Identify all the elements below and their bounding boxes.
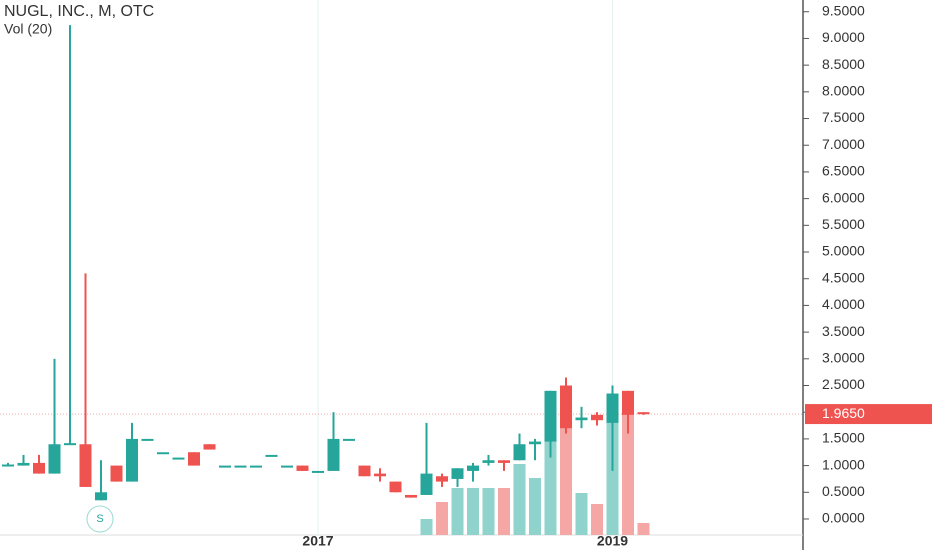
volume-bar <box>513 464 526 535</box>
candle-body <box>374 473 386 477</box>
candle-body <box>544 390 557 442</box>
candle-body <box>79 444 92 487</box>
candle-body <box>141 438 154 441</box>
candle-body <box>482 460 495 463</box>
candle-body <box>126 438 138 482</box>
volume-bar <box>451 488 464 535</box>
candle-body <box>560 385 572 429</box>
candle-body <box>203 444 216 450</box>
y-tick-label: 3.0000 <box>822 350 865 366</box>
y-tick-label: 8.5000 <box>822 56 865 72</box>
candle-body <box>281 465 293 468</box>
y-tick-label: 1.0000 <box>822 456 865 472</box>
candle-body <box>622 390 634 415</box>
candle-body <box>467 465 479 471</box>
y-tick-label: 3.5000 <box>822 323 865 339</box>
last-price-label: 1.9650 <box>822 405 865 421</box>
candle-body <box>33 462 45 474</box>
candle-body <box>343 438 355 441</box>
volume-label: Vol (20) <box>4 21 52 37</box>
volume-bar <box>575 493 588 535</box>
candle-body <box>2 464 14 467</box>
volume-bar <box>467 488 479 535</box>
y-tick-label: 5.0000 <box>822 243 865 259</box>
y-tick-label: 7.5000 <box>822 109 865 125</box>
y-tick-label: 0.5000 <box>822 483 865 499</box>
candle-body <box>234 465 247 468</box>
candle-body <box>420 473 433 495</box>
y-tick-label: 0.0000 <box>822 510 865 526</box>
volume-bar <box>482 488 495 535</box>
candle-body <box>188 452 200 466</box>
volume-bar <box>420 519 433 535</box>
y-tick-label: 5.5000 <box>822 216 865 232</box>
y-tick-label: 6.5000 <box>822 163 865 179</box>
candle-body <box>358 465 371 477</box>
candle-body <box>529 441 541 445</box>
y-tick-label: 1.5000 <box>822 430 865 446</box>
candle-body <box>513 444 526 461</box>
candle-body <box>157 452 169 455</box>
volume-bar <box>591 504 603 535</box>
candle-body <box>405 494 417 498</box>
y-tick-label: 9.5000 <box>822 2 865 18</box>
candle-body <box>250 465 262 468</box>
x-tick-label: 2017 <box>302 533 333 549</box>
candle-body <box>296 465 309 471</box>
y-tick-label: 8.0000 <box>822 83 865 99</box>
candle-body <box>48 444 61 474</box>
split-marker-label: S <box>96 513 103 525</box>
candle-body <box>110 465 123 482</box>
candle-body <box>219 465 231 468</box>
candle-body <box>436 476 448 482</box>
split-marker <box>86 505 114 533</box>
last-price-box <box>805 404 932 425</box>
candle-body <box>312 470 324 473</box>
candle-body <box>575 417 588 421</box>
chart-title: NUGL, INC., M, OTC <box>4 3 154 20</box>
volume-bar <box>560 428 572 535</box>
y-tick-label: 2.5000 <box>822 376 865 392</box>
volume-bar <box>637 523 650 535</box>
candle-body <box>95 492 107 501</box>
volume-bar <box>498 488 510 535</box>
volume-bar <box>544 440 557 535</box>
volume-bar <box>436 502 448 535</box>
candle-body <box>591 414 603 421</box>
candle-body <box>606 393 619 423</box>
x-tick-label: 2019 <box>597 533 628 549</box>
candle-body <box>172 457 185 460</box>
volume-bar <box>622 410 634 535</box>
y-tick-label: 6.0000 <box>822 189 865 205</box>
y-tick-label: 7.0000 <box>822 136 865 152</box>
y-tick-label: 4.5000 <box>822 269 865 285</box>
candle-body <box>17 462 30 466</box>
candle-body <box>451 468 464 479</box>
volume-bar <box>529 478 541 535</box>
candle-body <box>637 412 650 415</box>
candle-body <box>64 443 76 446</box>
y-tick-label: 4.0000 <box>822 296 865 312</box>
candle-body <box>389 481 402 493</box>
y-tick-label: 9.0000 <box>822 29 865 45</box>
candle-body <box>265 454 278 457</box>
candle-body <box>498 460 510 463</box>
candle-body <box>327 438 340 471</box>
